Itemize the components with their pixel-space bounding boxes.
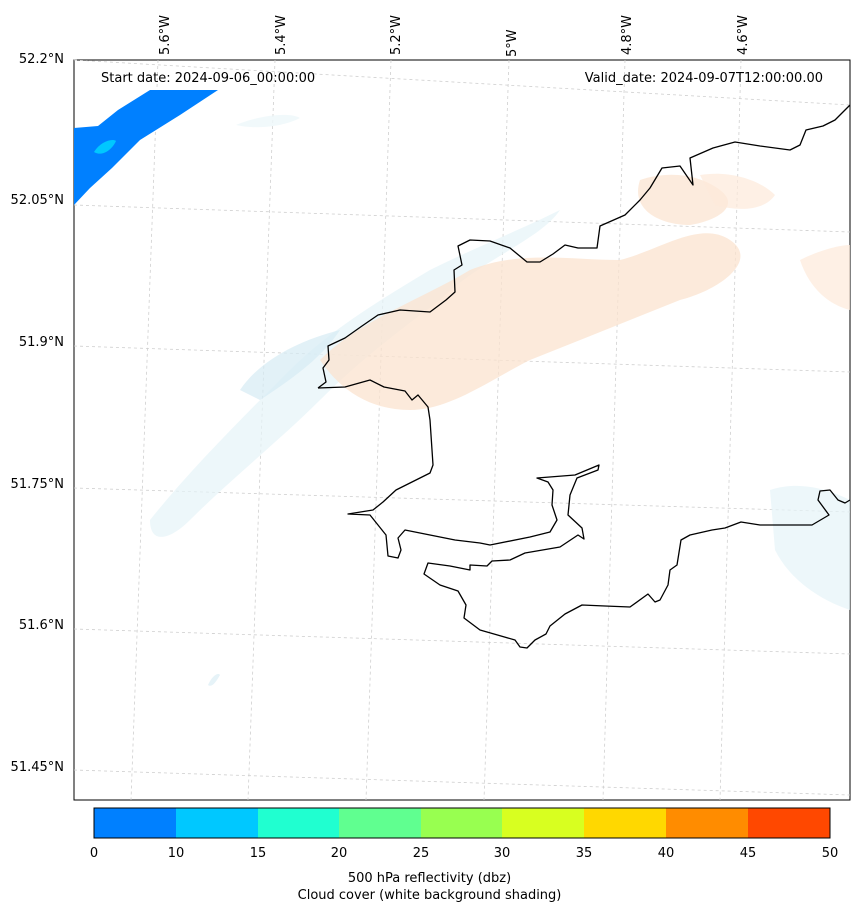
colorbar-outline	[93, 807, 831, 839]
cloud-core-blue	[240, 330, 340, 400]
colorbar-tick-0: 0	[89, 846, 99, 861]
colorbar-tick-15: 15	[249, 846, 267, 861]
lat-label-51-6n: 51.6°N	[18, 618, 64, 633]
lat-label-51-9n: 51.9°N	[18, 335, 64, 350]
colorbar-segment-35-40	[584, 808, 666, 838]
colorbar-tick-30: 30	[493, 846, 511, 861]
cloud-patch-orange-ne2	[700, 173, 775, 209]
lon-label-5-2w: 5.2°W	[389, 14, 404, 55]
cloud-patch-orange-ne	[638, 174, 729, 225]
cloud-patch-blue-se	[770, 485, 850, 610]
colorbar-segment-25-30	[421, 808, 502, 838]
colorbar	[93, 807, 831, 839]
colorbar-tick-10: 10	[167, 846, 185, 861]
coastline-south	[317, 379, 851, 649]
coastlines	[317, 104, 851, 649]
cloud-band-blue	[150, 210, 560, 537]
map-frame	[73, 59, 851, 801]
cloud-patch-orange-east	[800, 245, 850, 310]
colorbar-tick-25: 25	[412, 846, 430, 861]
colorbar-tick-45: 45	[739, 846, 757, 861]
colorbar-caption-line2: Cloud cover (white background shading)	[297, 888, 562, 903]
lon-label-5-4w: 5.4°W	[274, 14, 289, 55]
colorbar-segment-0-10	[94, 808, 176, 838]
colorbar-tick-40: 40	[657, 846, 675, 861]
colorbar-tick-50: 50	[821, 846, 839, 861]
cloud-patch-blue-nw	[236, 114, 300, 128]
colorbar-segment-30-35	[502, 808, 584, 838]
echo-0-10	[74, 90, 218, 205]
echo-10-15	[94, 140, 116, 154]
colorbar-caption-line1: 500 hPa reflectivity (dbz)	[347, 871, 512, 886]
lat-label-51-45n: 51.45°N	[10, 760, 64, 775]
cloud-band-orange	[320, 233, 741, 410]
cloud-speck	[208, 674, 220, 686]
start-date-label: Start date: 2024-09-06_00:00:00	[101, 71, 316, 86]
lat-label-52-2n: 52.2°N	[18, 52, 64, 67]
lon-label-5-6w: 5.6°W	[158, 14, 173, 55]
colorbar-segment-20-25	[339, 808, 421, 838]
colorbar-tick-35: 35	[575, 846, 593, 861]
lon-label-5w: 5°W	[505, 29, 520, 57]
cloud-cover-shading	[150, 114, 850, 686]
colorbar-segment-45-50	[748, 808, 830, 838]
colorbar-segment-40-45	[666, 808, 748, 838]
colorbar-tick-20: 20	[330, 846, 348, 861]
reflectivity-echo	[74, 90, 218, 205]
coastline-north	[317, 104, 851, 389]
colorbar-segment-15-20	[258, 808, 339, 838]
lat-label-51-75n: 51.75°N	[10, 477, 64, 492]
valid-date-label: Valid_date: 2024-09-07T12:00:00.00	[584, 71, 823, 86]
colorbar-segment-10-15	[176, 808, 258, 838]
lon-label-4-8w: 4.8°W	[620, 14, 635, 55]
lat-label-52-05n: 52.05°N	[10, 193, 64, 208]
lon-label-4-6w: 4.6°W	[736, 14, 751, 55]
